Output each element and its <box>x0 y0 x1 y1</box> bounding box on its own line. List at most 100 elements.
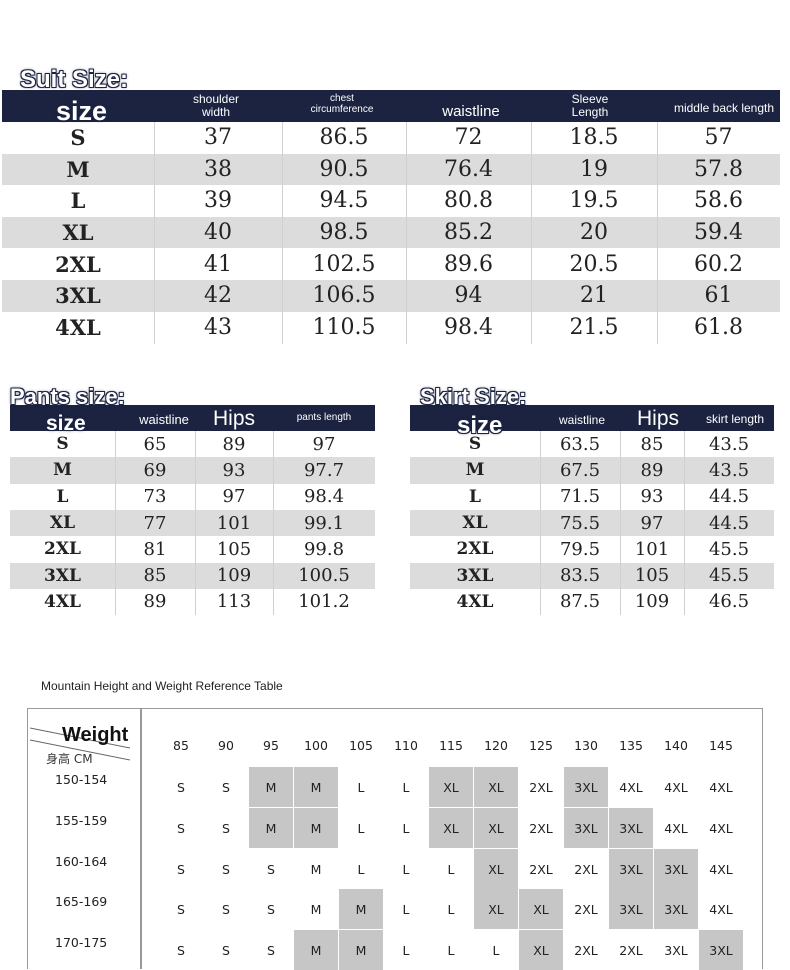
suit-column-divider <box>531 122 532 344</box>
suit-value-cell: 86.5 <box>319 125 369 151</box>
suit-row: S 37 86.5 72 18.5 57 <box>2 122 780 154</box>
reference-size-cell: L <box>402 820 410 836</box>
weight-header: 115 <box>439 738 463 753</box>
skirt-value-cell: 89 <box>640 459 664 481</box>
suit-value-cell: 40 <box>204 220 232 246</box>
suit-value-cell: 41 <box>204 251 232 277</box>
suit-header-back: middle back length <box>673 101 775 115</box>
pants-row: 2XL 81 105 99.8 <box>10 536 375 562</box>
pants-value-cell: 89 <box>222 433 246 455</box>
skirt-row: 4XL 87.5 109 46.5 <box>410 589 774 615</box>
suit-size-cell: XL <box>62 220 94 246</box>
reference-size-cell: S <box>222 820 230 836</box>
pants-value-cell: 105 <box>216 538 252 560</box>
weight-header: 125 <box>529 738 553 753</box>
skirt-size-cell: 3XL <box>456 565 494 586</box>
reference-title: Mountain Height and Weight Reference Tab… <box>41 679 283 693</box>
skirt-value-cell: 71.5 <box>559 486 601 508</box>
skirt-size-cell: 2XL <box>456 539 494 560</box>
reference-size-cell: M <box>310 901 322 917</box>
skirt-row: S 63.5 85 43.5 <box>410 431 774 457</box>
skirt-value-cell: 109 <box>634 591 670 613</box>
suit-value-cell: 61 <box>704 283 733 309</box>
pants-column-divider <box>195 431 196 615</box>
suit-value-cell: 19.5 <box>569 188 619 214</box>
skirt-value-cell: 85 <box>640 433 664 455</box>
reference-size-cell: S <box>222 779 230 795</box>
reference-size-cell: S <box>222 861 230 877</box>
pants-size-label: size <box>46 412 86 435</box>
reference-size-cell: XL <box>474 808 518 848</box>
suit-value-cell: 58.6 <box>694 188 743 214</box>
skirt-row: XL 75.5 97 44.5 <box>410 509 774 537</box>
skirt-value-cell: 83.5 <box>559 565 601 587</box>
skirt-value-cell: 44.5 <box>708 512 750 534</box>
pants-value-cell: 101.2 <box>298 591 350 613</box>
skirt-value-cell: 67.5 <box>559 459 601 481</box>
skirt-value-cell: 46.5 <box>708 591 750 613</box>
weight-header: 85 <box>173 738 189 753</box>
pants-value-cell: 99.8 <box>303 538 345 560</box>
height-label: 160-164 <box>55 854 108 869</box>
reference-size-cell: S <box>222 901 230 917</box>
reference-size-cell: 2XL <box>529 779 553 795</box>
pants-value-cell: 97 <box>312 433 336 455</box>
skirt-value-cell: 75.5 <box>559 512 601 534</box>
reference-size-cell: L <box>402 901 410 917</box>
reference-size-cell: XL <box>474 889 518 929</box>
reference-size-cell: S <box>177 861 185 877</box>
pants-value-cell: 109 <box>216 565 252 587</box>
reference-size-cell: M <box>310 861 322 877</box>
skirt-title: Skirt Size: <box>420 384 527 409</box>
suit-header-waistline: waistline <box>442 103 500 120</box>
reference-size-cell: 2XL <box>574 901 598 917</box>
pants-size-cell: L <box>56 486 69 507</box>
suit-value-cell: 89.6 <box>444 251 493 277</box>
reference-size-cell: 4XL <box>709 901 733 917</box>
height-label: 150-154 <box>55 772 108 787</box>
pants-row: XL 77 101 99.1 <box>10 509 375 537</box>
pants-value-cell: 101 <box>216 512 252 534</box>
reference-size-cell: XL <box>519 889 563 929</box>
reference-size-cell: 3XL <box>564 808 608 848</box>
suit-column-divider <box>406 122 407 344</box>
reference-size-cell: L <box>357 779 365 795</box>
reference-size-cell: L <box>357 861 365 877</box>
suit-value-cell: 90.5 <box>319 156 369 182</box>
reference-size-cell: L <box>402 861 410 877</box>
suit-column-divider <box>657 122 658 344</box>
reference-size-cell: 4XL <box>709 820 733 836</box>
reference-size-cell: XL <box>474 767 518 807</box>
weight-header: 130 <box>574 738 598 753</box>
skirt-value-cell: 101 <box>634 538 670 560</box>
reference-size-cell: 2XL <box>574 861 598 877</box>
skirt-column-divider <box>540 431 541 615</box>
suit-value-cell: 76.4 <box>444 156 493 182</box>
reference-size-cell: 3XL <box>609 889 653 929</box>
suit-value-cell: 21 <box>580 283 608 309</box>
skirt-row: 3XL 83.5 105 45.5 <box>410 562 774 589</box>
skirt-row: L 71.5 93 44.5 <box>410 484 774 510</box>
skirt-value-cell: 63.5 <box>559 433 601 455</box>
reference-size-cell: M <box>294 930 338 970</box>
pants-value-cell: 89 <box>143 591 167 613</box>
suit-value-cell: 98.5 <box>319 220 369 246</box>
corner-weight-label: Weight <box>62 724 129 746</box>
suit-column-divider <box>154 122 155 344</box>
suit-header-chest: chest circumference <box>310 93 374 115</box>
pants-size-cell: XL <box>49 513 76 534</box>
skirt-size-cell: 4XL <box>456 591 494 612</box>
reference-size-cell: S <box>177 901 185 917</box>
pants-value-cell: 98.4 <box>303 486 345 508</box>
suit-size-cell: 2XL <box>55 251 101 277</box>
suit-row: 4XL 43 110.5 98.4 21.5 61.8 <box>2 312 780 344</box>
reference-size-cell: 2XL <box>574 942 598 958</box>
reference-size-cell: S <box>267 861 275 877</box>
skirt-column-divider <box>684 431 685 615</box>
skirt-column-divider <box>620 431 621 615</box>
suit-size-cell: 3XL <box>55 283 101 309</box>
reference-size-cell: L <box>357 820 365 836</box>
reference-size-cell: XL <box>429 808 473 848</box>
skirt-value-cell: 93 <box>640 486 664 508</box>
skirt-size-cell: M <box>465 460 485 481</box>
